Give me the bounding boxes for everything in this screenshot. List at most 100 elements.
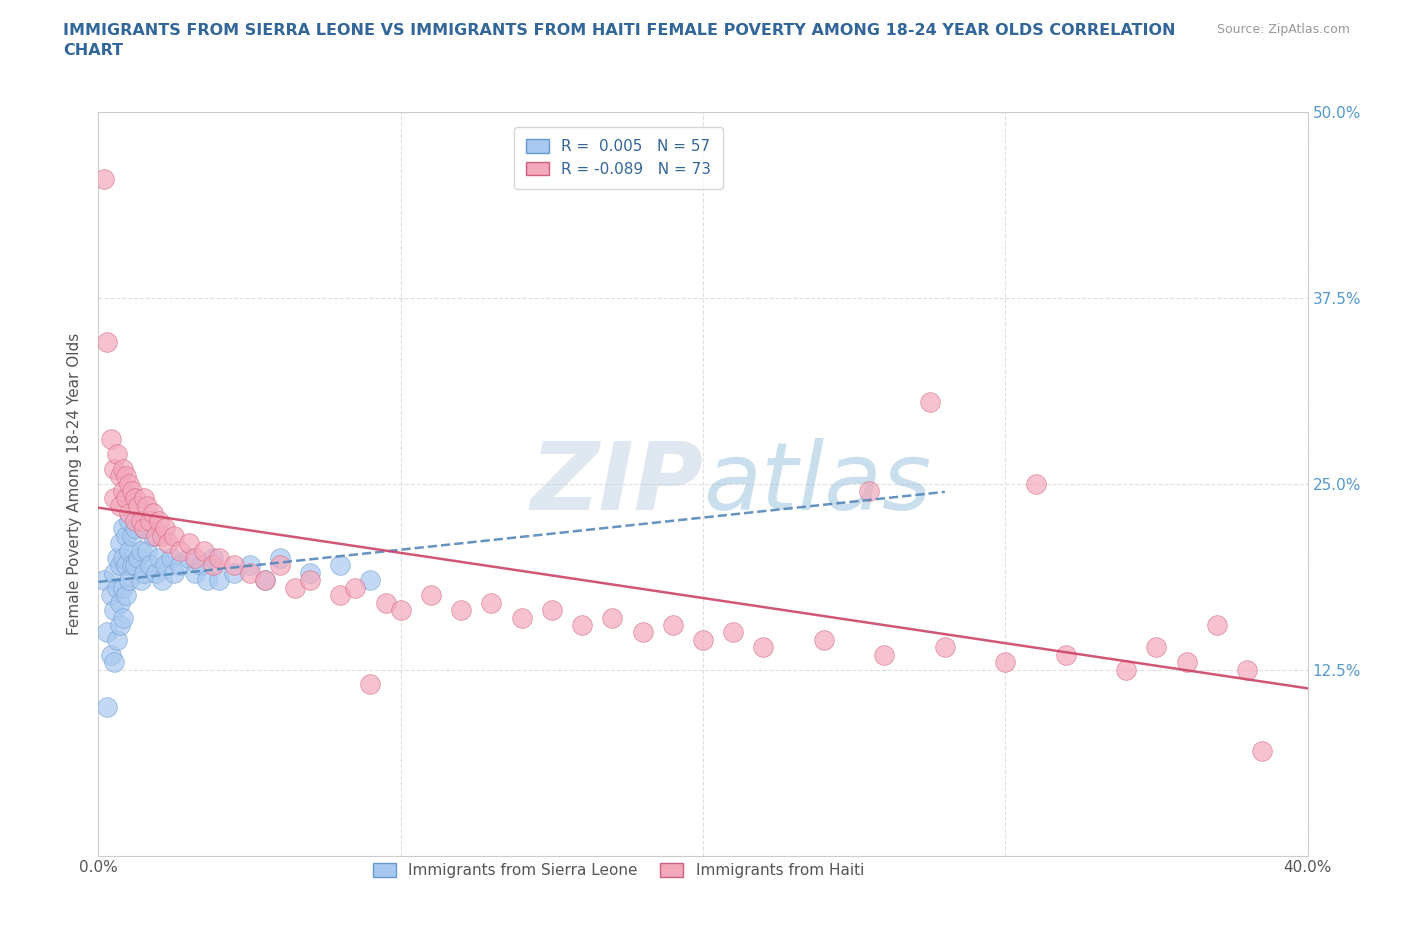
Point xyxy=(114,528,136,543)
Point xyxy=(1024,476,1046,491)
Text: atlas: atlas xyxy=(703,438,931,529)
Point xyxy=(873,647,896,662)
Point xyxy=(153,558,176,573)
Point xyxy=(602,610,624,625)
Legend: Immigrants from Sierra Leone, Immigrants from Haiti: Immigrants from Sierra Leone, Immigrants… xyxy=(363,853,875,889)
Point xyxy=(184,551,207,565)
Point xyxy=(132,565,155,580)
Point xyxy=(127,498,149,513)
Point xyxy=(111,551,134,565)
Point xyxy=(184,565,207,580)
Point xyxy=(124,521,146,536)
Point xyxy=(139,513,162,528)
Point xyxy=(129,573,152,588)
Point xyxy=(163,528,186,543)
Text: IMMIGRANTS FROM SIERRA LEONE VS IMMIGRANTS FROM HAITI FEMALE POVERTY AMONG 18-24: IMMIGRANTS FROM SIERRA LEONE VS IMMIGRAN… xyxy=(63,23,1175,58)
Point xyxy=(156,536,179,551)
Point xyxy=(111,521,134,536)
Point xyxy=(253,573,276,588)
Point xyxy=(918,394,941,409)
Point xyxy=(193,543,215,558)
Point xyxy=(118,543,141,558)
Point xyxy=(169,543,191,558)
Point xyxy=(118,506,141,521)
Point xyxy=(1206,618,1229,632)
Point xyxy=(150,573,173,588)
Point xyxy=(1144,640,1167,655)
Point xyxy=(1054,647,1077,662)
Point xyxy=(127,551,149,565)
Point xyxy=(108,536,131,551)
Text: ZIP: ZIP xyxy=(530,438,703,529)
Point xyxy=(723,625,745,640)
Point xyxy=(135,498,157,513)
Point xyxy=(239,558,262,573)
Point xyxy=(111,580,134,595)
Point xyxy=(329,588,352,603)
Point xyxy=(269,551,291,565)
Point xyxy=(160,551,183,565)
Point xyxy=(813,632,835,647)
Point xyxy=(105,632,128,647)
Point xyxy=(1175,655,1198,670)
Point xyxy=(124,558,146,573)
Point xyxy=(132,491,155,506)
Point xyxy=(344,580,367,595)
Point xyxy=(190,558,212,573)
Point xyxy=(96,335,118,350)
Point xyxy=(202,551,225,565)
Point xyxy=(179,536,201,551)
Point xyxy=(450,603,472,618)
Point xyxy=(239,565,262,580)
Point xyxy=(195,573,218,588)
Point xyxy=(420,588,443,603)
Point xyxy=(1115,662,1137,677)
Point xyxy=(114,469,136,484)
Point xyxy=(96,625,118,640)
Point xyxy=(752,640,775,655)
Point xyxy=(142,528,165,543)
Point xyxy=(114,588,136,603)
Point xyxy=(118,573,141,588)
Point xyxy=(105,446,128,461)
Point xyxy=(105,580,128,595)
Point xyxy=(105,551,128,565)
Point xyxy=(108,469,131,484)
Point xyxy=(114,558,136,573)
Point xyxy=(148,513,170,528)
Point xyxy=(540,603,562,618)
Point xyxy=(284,580,307,595)
Point xyxy=(150,528,173,543)
Point xyxy=(108,498,131,513)
Point xyxy=(202,558,225,573)
Point xyxy=(179,551,201,565)
Point xyxy=(93,171,115,186)
Point xyxy=(510,610,533,625)
Point xyxy=(108,595,131,610)
Point xyxy=(129,513,152,528)
Point xyxy=(163,565,186,580)
Point xyxy=(299,573,322,588)
Point xyxy=(208,573,231,588)
Y-axis label: Female Poverty Among 18-24 Year Olds: Female Poverty Among 18-24 Year Olds xyxy=(67,333,83,635)
Point xyxy=(96,699,118,714)
Point xyxy=(389,603,412,618)
Point xyxy=(111,461,134,476)
Text: Source: ZipAtlas.com: Source: ZipAtlas.com xyxy=(1216,23,1350,36)
Point xyxy=(93,573,115,588)
Point xyxy=(481,595,503,610)
Point xyxy=(100,588,122,603)
Point xyxy=(132,521,155,536)
Point xyxy=(108,558,131,573)
Point xyxy=(148,551,170,565)
Point xyxy=(108,618,131,632)
Point xyxy=(153,521,176,536)
Point xyxy=(135,543,157,558)
Point xyxy=(145,528,167,543)
Point xyxy=(994,655,1017,670)
Point xyxy=(124,491,146,506)
Point xyxy=(103,603,125,618)
Point xyxy=(103,461,125,476)
Point xyxy=(103,491,125,506)
Point xyxy=(100,647,122,662)
